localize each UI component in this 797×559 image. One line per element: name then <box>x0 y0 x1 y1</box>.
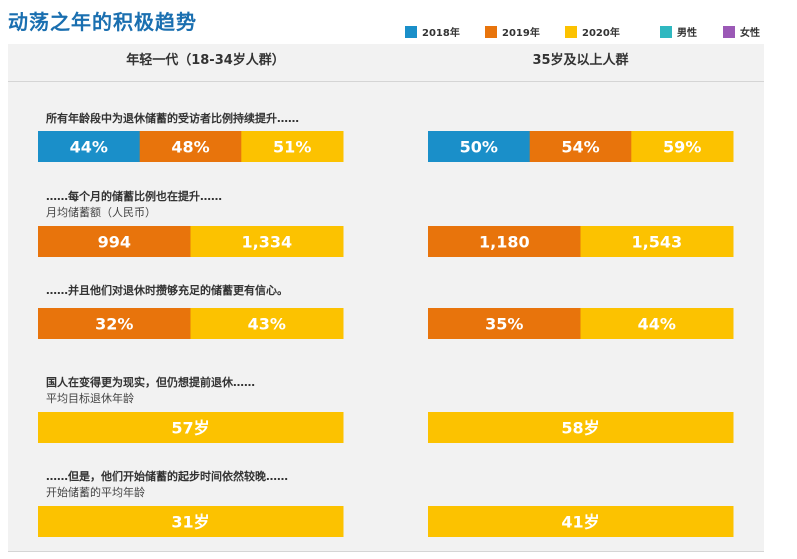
bar-label-chart3-group1-series0: 58岁 <box>561 419 599 438</box>
bar-label-chart4-group1-series0: 41岁 <box>561 513 599 532</box>
bar-chart0-group0-series0 <box>38 131 141 162</box>
bar-chart1-group1-series1 <box>580 226 734 257</box>
legend-swatch-male <box>660 25 672 38</box>
legend-item-female: 女性 <box>723 24 760 39</box>
legend-item-2020: 2020年 <box>565 24 620 39</box>
panel-bottom-rule <box>8 551 764 552</box>
bar-label-chart1-group1-series0: 1,180 <box>479 233 530 252</box>
bar-chart0-group1-series2 <box>631 131 734 162</box>
section-title-retire-age: 国人在变得更为现实，但仍想提前退休…… <box>46 376 255 389</box>
bar-chart1-group0-series1 <box>190 226 344 257</box>
bar-label-chart0-group0-series2: 51% <box>273 138 311 157</box>
column-header-older: 35岁及以上人群 <box>532 53 629 68</box>
section-title-monthly: ……每个月的储蓄比例也在提升…… <box>46 190 222 203</box>
legend-swatch-2020 <box>565 25 577 38</box>
legend-item-male: 男性 <box>660 24 697 39</box>
bar-chart0-group1-series0 <box>428 131 531 162</box>
bar-label-chart2-group1-series1: 44% <box>638 315 676 334</box>
legend-swatch-female <box>723 25 735 38</box>
section-subtitle-start-age: 开始储蓄的平均年龄 <box>46 486 145 499</box>
legend-item-2019: 2019年 <box>485 24 540 39</box>
bar-chart3-group1-series0 <box>428 412 734 443</box>
bar-chart0-group0-series2 <box>241 131 344 162</box>
bar-chart4-group0-series0 <box>38 506 344 537</box>
section-subtitle-monthly: 月均储蓄额（人民币） <box>46 206 156 219</box>
page-title: 动荡之年的积极趋势 <box>8 10 197 34</box>
legend-label-male: 男性 <box>677 28 697 39</box>
bar-label-chart2-group0-series0: 32% <box>95 315 133 334</box>
legend-swatch-2018 <box>405 25 417 38</box>
legend-label-2018: 2018年 <box>422 28 460 39</box>
bar-label-chart2-group1-series0: 35% <box>485 315 523 334</box>
section-title-confidence: ……并且他们对退休时攒够充足的储蓄更有信心。 <box>46 284 288 297</box>
bar-label-chart2-group0-series1: 43% <box>248 315 286 334</box>
column-header-young: 年轻一代（18-34岁人群） <box>126 53 285 68</box>
chart-panel: 年轻一代（18-34岁人群） 35岁及以上人群 所有年龄段中为退休储蓄的受访者比… <box>8 44 764 552</box>
bar-label-chart1-group1-series1: 1,543 <box>631 233 682 252</box>
bar-chart2-group1-series1 <box>580 308 734 339</box>
legend-label-2020: 2020年 <box>582 28 620 39</box>
legend-label-2019: 2019年 <box>502 28 540 39</box>
bar-label-chart4-group0-series0: 31岁 <box>171 513 209 532</box>
bar-label-chart3-group0-series0: 57岁 <box>171 419 209 438</box>
bar-chart1-group1-series0 <box>428 226 581 257</box>
bar-chart2-group1-series0 <box>428 308 581 339</box>
bar-label-chart0-group1-series1: 54% <box>561 138 599 157</box>
section-title-start-age: ……但是，他们开始储蓄的起步时间依然较晚…… <box>46 470 288 483</box>
legend-swatch-2019 <box>485 25 497 38</box>
bar-chart2-group0-series1 <box>190 308 344 339</box>
bar-chart0-group0-series1 <box>139 131 242 162</box>
section-subtitle-retire-age: 平均目标退休年龄 <box>46 392 134 405</box>
section-title-savers: 所有年龄段中为退休储蓄的受访者比例持续提升…… <box>46 112 299 125</box>
bar-chart4-group1-series0 <box>428 506 734 537</box>
legend-label-female: 女性 <box>740 28 760 39</box>
bar-chart1-group0-series0 <box>38 226 191 257</box>
bar-chart: 44% 48% 51% 50% 54% 59% 994 1,334 1,180 1,543 32% 4… <box>38 131 734 537</box>
bar-label-chart0-group1-series0: 50% <box>460 138 498 157</box>
bar-label-chart0-group0-series0: 44% <box>70 138 108 157</box>
bar-label-chart0-group0-series1: 48% <box>171 138 209 157</box>
bar-chart0-group1-series1 <box>529 131 632 162</box>
bar-chart3-group0-series0 <box>38 412 344 443</box>
bar-label-chart1-group0-series1: 1,334 <box>241 233 292 252</box>
bar-label-chart1-group0-series0: 994 <box>98 233 131 252</box>
bar-chart2-group0-series0 <box>38 308 191 339</box>
header-divider <box>8 81 764 82</box>
legend-item-2018: 2018年 <box>405 24 460 39</box>
bar-label-chart0-group1-series2: 59% <box>663 138 701 157</box>
